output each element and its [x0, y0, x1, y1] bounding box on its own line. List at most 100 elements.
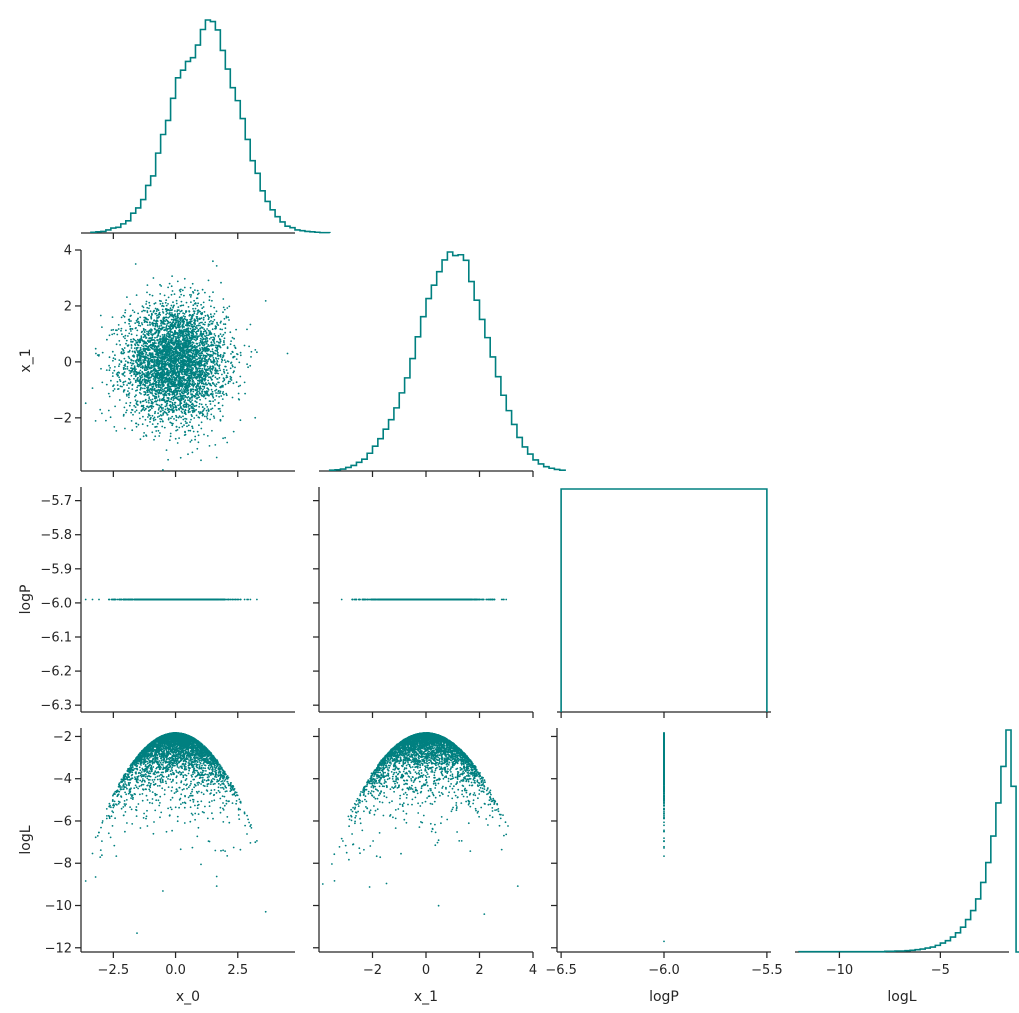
data-point	[117, 374, 119, 377]
data-point	[152, 366, 155, 368]
data-point	[212, 374, 215, 377]
data-point	[167, 361, 169, 364]
data-point	[194, 348, 197, 351]
data-point	[166, 312, 169, 314]
data-point	[141, 365, 144, 367]
data-point	[120, 329, 122, 332]
data-point	[220, 281, 222, 284]
data-point	[125, 411, 127, 414]
data-point	[232, 382, 235, 385]
data-point	[227, 382, 230, 385]
data-point	[205, 382, 207, 384]
data-point	[189, 370, 192, 372]
data-point	[168, 335, 170, 337]
data-point	[167, 372, 170, 374]
data-point	[188, 368, 191, 370]
data-point	[207, 279, 210, 282]
data-point	[126, 365, 129, 368]
data-point	[214, 376, 217, 379]
data-point	[181, 357, 184, 359]
data-point	[130, 314, 132, 317]
data-point	[167, 346, 170, 348]
data-point	[192, 307, 194, 310]
data-point	[171, 275, 174, 277]
data-point	[248, 345, 251, 348]
data-point	[153, 438, 155, 441]
data-point	[184, 387, 187, 390]
data-point	[193, 355, 196, 358]
data-point	[175, 365, 178, 368]
data-point	[153, 387, 156, 390]
data-point	[114, 366, 116, 368]
data-point	[146, 405, 148, 408]
data-point	[201, 346, 204, 349]
data-point	[134, 322, 137, 324]
data-point	[170, 385, 173, 388]
data-point	[122, 335, 125, 338]
data-point	[91, 387, 94, 389]
data-point	[84, 402, 87, 405]
data-point	[171, 325, 174, 328]
data-point	[135, 327, 137, 329]
data-point	[192, 404, 195, 406]
data-point	[233, 337, 236, 340]
data-point	[181, 390, 184, 392]
data-point	[130, 369, 133, 372]
data-point	[157, 345, 160, 348]
data-point	[187, 372, 189, 375]
data-point	[146, 291, 148, 294]
data-point	[157, 396, 160, 398]
data-point	[202, 338, 205, 341]
data-point	[117, 371, 120, 374]
data-point	[204, 340, 207, 342]
data-point	[151, 414, 154, 417]
data-point	[210, 305, 212, 308]
data-point	[142, 333, 145, 335]
data-point	[174, 406, 177, 409]
data-point	[149, 381, 151, 384]
data-point	[107, 392, 110, 395]
data-point	[194, 328, 197, 331]
data-point	[129, 325, 132, 328]
data-point	[208, 295, 211, 298]
data-point	[139, 417, 141, 420]
data-point	[215, 310, 218, 313]
data-point	[146, 387, 149, 389]
data-point	[201, 307, 204, 310]
data-point	[194, 438, 197, 441]
data-point	[153, 338, 155, 341]
data-point	[223, 343, 226, 346]
data-point	[143, 432, 146, 434]
data-point	[239, 375, 242, 378]
data-point	[167, 344, 169, 346]
data-point	[209, 359, 212, 361]
data-point	[174, 401, 176, 404]
data-point	[196, 327, 198, 330]
data-point	[214, 334, 217, 337]
data-point	[123, 315, 126, 318]
data-point	[206, 340, 209, 342]
data-point	[192, 367, 194, 369]
data-point	[210, 413, 213, 416]
data-point	[113, 426, 116, 428]
data-point	[147, 399, 150, 402]
data-point	[187, 424, 190, 427]
data-point	[198, 396, 201, 398]
data-point	[174, 357, 177, 359]
data-point	[171, 424, 174, 427]
data-point	[201, 390, 203, 393]
data-point	[113, 388, 116, 390]
data-point	[202, 306, 205, 308]
data-point	[183, 379, 186, 382]
data-point	[168, 393, 170, 395]
data-point	[175, 327, 178, 330]
data-point	[234, 366, 236, 369]
data-point	[221, 335, 223, 338]
data-point	[121, 385, 123, 388]
data-point	[124, 360, 127, 362]
y-tick-label: 4	[64, 244, 72, 259]
data-point	[208, 338, 211, 340]
data-point	[177, 321, 180, 324]
data-point	[210, 336, 213, 339]
